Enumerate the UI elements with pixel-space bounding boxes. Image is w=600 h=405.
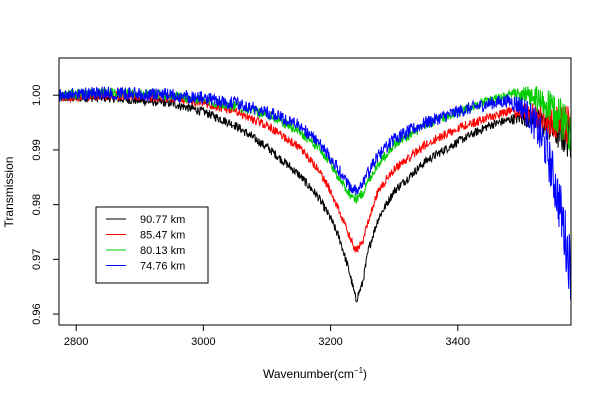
legend-label: 80.13 km [140,245,185,257]
legend-label: 90.77 km [140,214,185,226]
y-tick-label: 1.00 [31,84,43,105]
legend-label: 85.47 km [140,230,185,242]
y-tick-label: 0.97 [31,249,43,270]
x-tick-label: 3400 [446,336,470,348]
y-tick-label: 0.98 [31,194,43,215]
x-axis-label: Wavenumber(cm−1) [263,366,367,381]
x-tick-label: 2800 [64,336,88,348]
x-axis: 2800 3000 3200 3400 [64,325,470,348]
x-tick-label: 3200 [318,336,342,348]
series-line [59,93,571,303]
plot-frame [58,57,572,326]
legend: 90.77 km 85.47 km 80.13 km 74.76 km [95,206,209,284]
series-line [59,86,571,300]
y-axis-label: Transmission [2,157,16,228]
y-axis: 0.96 0.97 0.98 0.99 1.00 [31,84,59,325]
series-layer [59,86,571,303]
y-tick-label: 0.99 [31,139,43,160]
legend-box [95,206,209,284]
x-tick-label: 3000 [191,336,215,348]
y-tick-label: 0.96 [31,303,43,324]
legend-label: 74.76 km [140,261,185,273]
